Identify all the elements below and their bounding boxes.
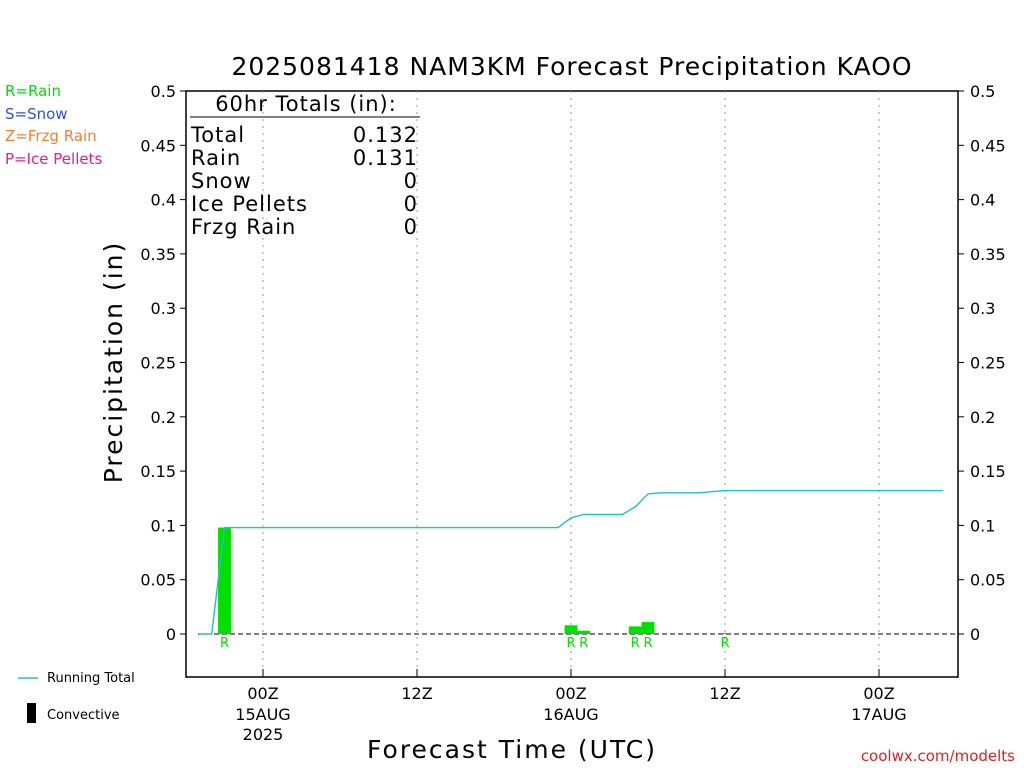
credit-text: coolwx.com/modelts [861, 747, 1015, 765]
legend-snow: S=Snow [5, 105, 68, 123]
running-total-line [198, 489, 944, 635]
y-tick-label-left: 0.05 [140, 571, 176, 590]
plot-frame [185, 90, 959, 678]
totals-label: Snow [191, 169, 252, 193]
totals-label: Ice Pellets [191, 192, 308, 216]
y-tick-label-left: 0.15 [140, 462, 176, 481]
y-tick-label-right: 0.2 [970, 408, 995, 427]
running-total-legend-label: Running Total [47, 671, 135, 686]
totals-value: 0.132 [353, 123, 418, 147]
x-tick-date: 15AUG [235, 705, 290, 724]
x-tick-date: 17AUG [851, 705, 906, 724]
y-tick-label-right: 0.25 [970, 354, 1006, 373]
convective-legend-swatch [27, 703, 36, 723]
precip-bar [577, 630, 591, 634]
precip-bar [641, 622, 655, 634]
y-axis-label: Precipitation (in) [99, 241, 128, 484]
x-tick-label: 12Z [401, 684, 432, 703]
x-tick-label: 00Z [863, 684, 894, 703]
precip-bar [628, 626, 642, 634]
y-tick-label-left: 0.4 [151, 191, 176, 210]
y-tick-label-right: 0.1 [970, 516, 995, 535]
x-tick-date: 16AUG [543, 705, 598, 724]
totals-value: 0 [404, 192, 418, 216]
totals-label: Rain [191, 146, 241, 170]
precip-type-marker: R [631, 636, 640, 651]
legend-frzg: Z=Frzg Rain [5, 127, 97, 145]
totals-value: 0 [404, 169, 418, 193]
y-tick-label-right: 0.45 [970, 136, 1006, 155]
x-tick-year: 2025 [243, 725, 284, 744]
y-tick-label-right: 0.35 [970, 245, 1006, 264]
x-tick-label: 00Z [555, 684, 586, 703]
totals-value: 0 [404, 215, 418, 239]
x-tick-label: 00Z [247, 684, 278, 703]
precip-type-marker: R [720, 636, 729, 651]
convective-legend-label: Convective [47, 708, 120, 723]
y-tick-label-left: 0.25 [140, 354, 176, 373]
y-tick-label-left: 0.45 [140, 136, 176, 155]
legend-rain: R=Rain [5, 82, 61, 100]
y-tick-label-right: 0.5 [970, 82, 995, 101]
y-tick-label-left: 0 [166, 625, 176, 644]
running-total-series [198, 489, 944, 635]
precip-type-marker: R [566, 636, 575, 651]
precip-type-marker: R [220, 636, 229, 651]
precip-type-marker: R [579, 636, 588, 651]
y-tick-label-right: 0.05 [970, 571, 1006, 590]
precip-bar [718, 632, 732, 634]
y-tick-label-left: 0.1 [151, 516, 176, 535]
y-tick-label-right: 0 [970, 625, 980, 644]
chart-title: 2025081418 NAM3KM Forecast Precipitation… [231, 52, 912, 81]
y-tick-label-left: 0.5 [151, 82, 176, 101]
y-tick-label-right: 0.15 [970, 462, 1006, 481]
precip-bar [218, 527, 231, 634]
legend-ice: P=Ice Pellets [5, 150, 102, 168]
totals-box: 60hr Totals (in): Total 0.132 Rain 0.131… [190, 92, 420, 239]
y-tick-label-right: 0.4 [970, 191, 995, 210]
y-axis: 0.5 0.5 0.45 0.45 0.4 0.4 0.35 0.35 0.3 0.3 0.25 0.… [140, 82, 1005, 644]
y-tick-label-left: 0.3 [151, 299, 176, 318]
grid-lines [198, 91, 958, 677]
totals-label: Total [190, 123, 245, 147]
totals-label: Frzg Rain [191, 215, 296, 239]
y-tick-label-left: 0.2 [151, 408, 176, 427]
totals-value: 0.131 [353, 146, 418, 170]
y-tick-label-right: 0.3 [970, 299, 995, 318]
y-tick-label-left: 0.35 [140, 245, 176, 264]
precip-bar [564, 625, 578, 634]
precip-type-marker: R [643, 636, 652, 651]
x-axis-label: Forecast Time (UTC) [367, 735, 657, 764]
totals-header: 60hr Totals (in): [215, 92, 397, 116]
x-tick-label: 12Z [709, 684, 740, 703]
